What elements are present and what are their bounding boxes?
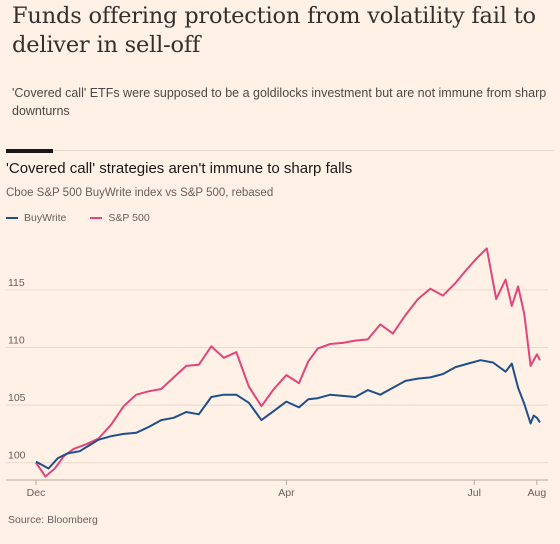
y-tick-label: 100: [8, 450, 26, 462]
section-divider-accent: [6, 149, 53, 153]
section-divider: [6, 150, 554, 151]
source-note: Source: Bloomberg: [8, 514, 98, 526]
x-tick-label: Aug: [528, 487, 547, 499]
x-tick-label: Apr: [278, 487, 295, 499]
series-lines: [35, 247, 541, 478]
legend-swatch-sp500: [90, 217, 103, 219]
standfirst: 'Covered call' ETFs were supposed to be …: [12, 86, 547, 118]
headline: Funds offering protection from volatilit…: [12, 3, 536, 58]
series-line-buywrite: [35, 359, 541, 470]
legend-swatch-buywrite: [6, 217, 18, 219]
x-axis: Dec Apr Jul Aug: [6, 479, 548, 499]
y-tick-label: 110: [8, 334, 25, 346]
gridlines: [6, 289, 548, 464]
x-tick-label: Dec: [27, 487, 46, 499]
legend-label-buywrite: BuyWrite: [24, 212, 67, 224]
y-axis-labels: 100 105 110 115: [8, 277, 26, 462]
chart-title: 'Covered call' strategies aren't immune …: [6, 160, 353, 177]
line-chart: Dec Apr Jul Aug 100 105 110 115: [6, 247, 548, 499]
y-tick-label: 115: [8, 277, 25, 289]
series-line-sp500: [35, 247, 541, 478]
chart-subtitle: Cboe S&P 500 BuyWrite index vs S&P 500, …: [6, 187, 274, 199]
legend-item-sp500: S&P 500: [90, 212, 150, 224]
chart-legend: BuyWrite S&P 500: [6, 212, 150, 224]
x-tick-label: Jul: [468, 487, 481, 499]
legend-item-buywrite: BuyWrite: [6, 212, 66, 224]
legend-label-sp500: S&P 500: [108, 212, 150, 224]
y-tick-label: 105: [8, 392, 26, 404]
